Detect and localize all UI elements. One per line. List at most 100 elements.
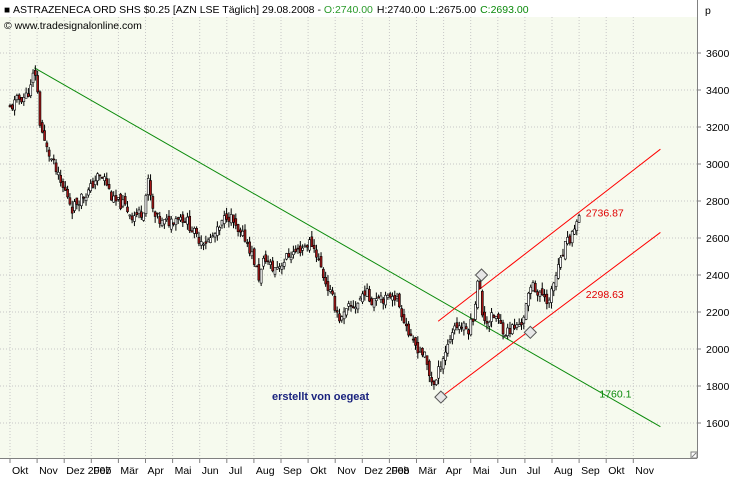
resize-handle-icon[interactable] <box>690 451 698 459</box>
candle-body <box>453 325 456 331</box>
candle-body <box>186 216 189 225</box>
candle-body <box>227 216 231 222</box>
candle-body <box>303 245 307 248</box>
candle-body <box>40 122 44 133</box>
candle-body <box>478 281 482 289</box>
candle-body <box>522 316 526 324</box>
candle-body <box>296 247 300 250</box>
candle-body <box>262 258 265 267</box>
candle-body <box>137 209 141 215</box>
candle-body <box>110 191 113 201</box>
candle-body <box>441 358 445 370</box>
candle-body <box>370 298 374 306</box>
candle-body <box>252 248 256 265</box>
candle-body <box>561 254 565 257</box>
candle-body <box>248 241 251 254</box>
y-tick-label: 3400 <box>706 85 730 97</box>
candle-body <box>17 94 21 100</box>
candle-body <box>160 219 164 226</box>
pivot-marker <box>434 390 448 404</box>
candle-body <box>119 193 122 209</box>
x-tick-label: Jul <box>229 465 242 477</box>
candle-body <box>324 277 327 285</box>
candle-body <box>430 377 433 383</box>
header-high: H:2740.00 <box>377 4 426 16</box>
candle-body <box>165 217 168 220</box>
candle-body <box>446 344 450 354</box>
candle-body <box>455 322 459 328</box>
candle-body <box>199 241 203 246</box>
candle-body <box>156 212 159 215</box>
candle-body <box>80 193 83 207</box>
candle-body <box>540 288 544 296</box>
candle-body <box>335 310 339 313</box>
candle-body <box>84 196 88 201</box>
candle-body <box>169 218 173 230</box>
x-tick-label: Aug <box>554 465 573 477</box>
candle-body <box>506 327 509 336</box>
candle-body <box>414 337 417 346</box>
y-axis-unit: p <box>705 5 711 17</box>
header-close: C:2693.00 <box>480 4 529 16</box>
candle-body <box>243 229 247 242</box>
candle-body <box>319 256 323 268</box>
candle-body <box>524 303 528 320</box>
candle-body <box>497 313 500 319</box>
candle-body <box>402 314 406 323</box>
candle-body <box>340 316 344 321</box>
candle-body <box>153 211 157 217</box>
candle-body <box>158 215 162 224</box>
x-tick-label: Feb <box>93 465 111 477</box>
candle-body <box>77 204 81 206</box>
candle-body <box>381 298 385 304</box>
candle-body <box>423 351 427 358</box>
header-open: O:2740.00 <box>324 4 373 16</box>
x-tick-label: Aug <box>256 465 275 477</box>
candle-body <box>285 253 288 260</box>
candle-body <box>305 245 309 248</box>
candle-body <box>428 360 431 377</box>
trend-line <box>34 67 661 428</box>
candle-body <box>317 258 321 261</box>
line-value-labels: 2736.87 2298.63 1760.1 <box>586 208 632 401</box>
candle-body <box>47 149 51 157</box>
candle-body <box>358 297 362 301</box>
channel-upper-line <box>437 148 661 322</box>
x-tick-label: Nov <box>39 465 58 477</box>
candle-body <box>326 281 330 291</box>
line-value-label: 2298.63 <box>586 289 624 301</box>
candle-body <box>312 244 316 249</box>
candle-body <box>538 291 542 297</box>
candle-body <box>82 196 86 199</box>
candle-body <box>331 290 334 295</box>
candle-body <box>167 215 171 226</box>
candle-body <box>246 242 249 244</box>
candle-body <box>361 293 364 303</box>
candle-body <box>68 197 72 205</box>
candle-body <box>543 294 546 298</box>
candle-body <box>490 312 493 322</box>
candle-body <box>38 91 42 126</box>
y-tick-label: 3200 <box>706 122 730 134</box>
x-tick-label: Sep <box>581 465 600 477</box>
candle-body <box>439 366 443 370</box>
y-tick-label: 2400 <box>706 270 730 282</box>
candle-body <box>278 266 281 269</box>
candle-body <box>289 256 293 261</box>
candle-body <box>176 217 180 220</box>
candle-body <box>34 69 37 76</box>
candle-body <box>57 171 60 176</box>
candle-body <box>545 293 549 305</box>
x-tick-label: Okt <box>608 465 624 477</box>
candle-body <box>149 180 152 196</box>
candle-body <box>232 214 235 223</box>
candle-body <box>174 218 178 226</box>
candle-body <box>386 295 390 298</box>
candle-body <box>116 197 120 200</box>
candle-body <box>264 254 268 262</box>
candle-body <box>375 298 378 301</box>
candle-body <box>114 195 118 202</box>
candle-body <box>349 304 353 307</box>
candle-body <box>457 325 461 330</box>
candle-body <box>469 318 473 336</box>
